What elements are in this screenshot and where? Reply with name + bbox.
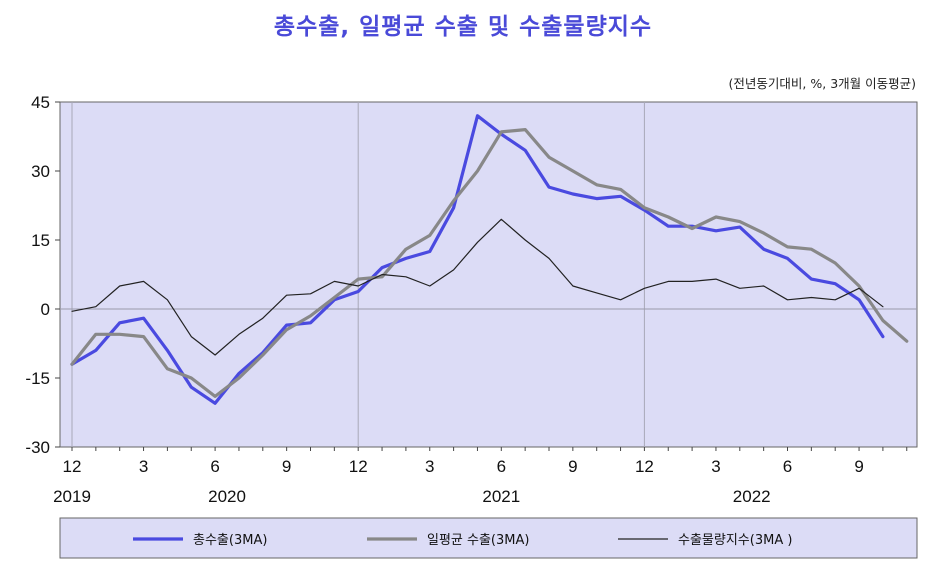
x-tick-label: 6 <box>783 457 792 476</box>
series-line-3 <box>71 218 884 356</box>
x-tick-label: 6 <box>497 457 506 476</box>
year-label: 2019 <box>53 487 91 506</box>
axis-layer: -30 -15 0 15 30 45 12 3 6 9 12 3 6 9 12 3 6 9 2019 2020 2021… <box>25 93 908 506</box>
grid-layer <box>60 102 917 447</box>
y-tick-label: 15 <box>31 231 50 250</box>
chart-title: 총수출, 일평균 수출 및 수출물량지수 <box>273 14 653 40</box>
x-tick-label: 9 <box>568 457 577 476</box>
x-tick-label: 3 <box>139 457 148 476</box>
x-tick-label: 12 <box>63 457 82 476</box>
x-tick-label: 6 <box>210 457 219 476</box>
y-tick-label: 0 <box>41 300 50 319</box>
year-label: 2021 <box>482 487 520 506</box>
x-tick-label: 3 <box>711 457 720 476</box>
plot-area <box>59 101 918 448</box>
legend: 총수출(3MA) 일평균 수출(3MA) 수출물량지수(3MA ) <box>133 533 792 548</box>
series-line-2 <box>70 128 909 398</box>
series-layer <box>70 114 909 405</box>
legend-box <box>59 517 918 559</box>
x-tick-label: 9 <box>854 457 863 476</box>
year-label: 2020 <box>208 487 246 506</box>
legend-label: 총수출(3MA) <box>193 533 267 548</box>
y-tick-label: 45 <box>31 93 50 112</box>
x-tick-label: 3 <box>425 457 434 476</box>
x-tick-label: 9 <box>282 457 291 476</box>
x-tick-label: 12 <box>349 457 368 476</box>
y-tick-label: -15 <box>25 369 50 388</box>
series-line-1 <box>70 114 885 405</box>
unit-note: (전년동기대비, %, 3개월 이동평균) <box>728 76 916 91</box>
y-tick-label: -30 <box>25 438 50 457</box>
legend-label: 일평균 수출(3MA) <box>427 533 529 548</box>
legend-label: 수출물량지수(3MA ) <box>678 533 792 548</box>
x-tick-label: 12 <box>635 457 654 476</box>
y-tick-label: 30 <box>31 162 50 181</box>
year-label: 2022 <box>733 487 771 506</box>
